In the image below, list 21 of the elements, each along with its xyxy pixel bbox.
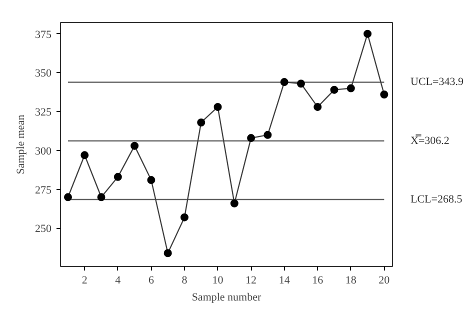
y-tick-label: 375 — [35, 28, 52, 41]
x-axis-title: Sample number — [192, 292, 262, 304]
ref-line-label: LCL=268.5 — [410, 193, 463, 206]
x-tick-label: 12 — [246, 274, 257, 286]
y-axis-title: Sample mean — [15, 114, 27, 174]
x-tick-label: 16 — [312, 274, 324, 286]
y-tick-label: 250 — [35, 223, 52, 236]
x-tick-label: 14 — [278, 274, 290, 286]
y-tick-label: 300 — [35, 145, 52, 158]
x-tick-label: 6 — [148, 274, 154, 286]
x-tick-label: 8 — [182, 274, 188, 286]
y-tick-label: 275 — [35, 184, 52, 196]
ref-line-label: UCL=343.9 — [410, 76, 464, 88]
x-tick-label: 4 — [115, 274, 122, 286]
x-tick-label: 18 — [345, 274, 357, 286]
x-tick-label: 10 — [212, 274, 224, 286]
y-tick-label: 350 — [35, 68, 52, 80]
x-tick-label: 20 — [378, 274, 390, 286]
x-tick-label: 2 — [82, 274, 88, 286]
ref-line-label: X̿=306.2 — [410, 134, 450, 147]
y-tick-label: 325 — [35, 106, 52, 119]
